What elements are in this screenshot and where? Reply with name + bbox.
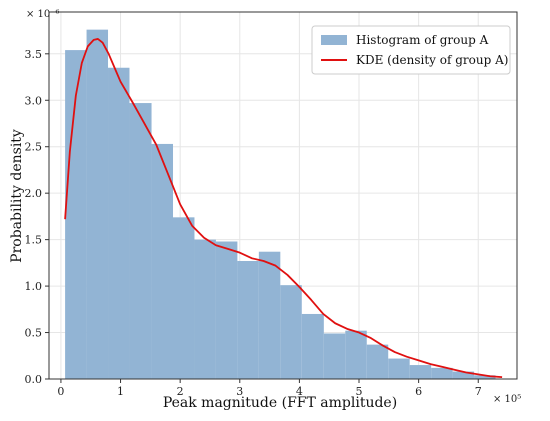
y-tick-label-5: 2.5 [25, 141, 43, 154]
histogram-bar-15 [388, 358, 410, 379]
histogram-bar-7 [215, 241, 238, 379]
legend-histogram-swatch [321, 35, 347, 45]
x-tick-label-3: 3 [236, 385, 243, 398]
x-tick-label-0: 0 [57, 385, 64, 398]
histogram-bar-6 [194, 239, 216, 379]
y-multiplier-label: × 10⁻⁶ [26, 9, 60, 20]
legend-kde-label: KDE (density of group A) [356, 53, 508, 67]
histogram-bar-14 [366, 344, 389, 379]
histogram-bar-9 [258, 251, 281, 379]
y-tick-label-4: 2.0 [25, 187, 43, 200]
histogram-bar-3 [129, 103, 152, 379]
x-tick-label-2: 2 [177, 385, 184, 398]
y-tick-label-7: 3.5 [25, 48, 43, 61]
y-axis-ticks: 0.0 0.5 1.0 1.5 2.0 2.5 3.0 3.5 [25, 48, 49, 386]
y-tick-label-3: 1.5 [25, 234, 43, 247]
x-tick-label-6: 6 [415, 385, 422, 398]
histogram-bar-11 [301, 313, 324, 379]
histogram-bar-2 [108, 67, 130, 380]
x-multiplier-label: × 10⁵ [493, 394, 521, 405]
y-axis-label: Probability density [9, 129, 25, 263]
x-axis-ticks: 0 1 2 3 4 5 6 7 [57, 379, 482, 398]
y-tick-label-2: 1.0 [25, 280, 43, 293]
histogram-bar-4 [151, 143, 174, 379]
histogram-bar-18 [452, 371, 475, 379]
kde-line [64, 38, 503, 379]
histogram-bars [65, 29, 496, 380]
histogram-bar-10 [280, 285, 302, 379]
x-tick-label-5: 5 [356, 385, 363, 398]
x-tick-label-1: 1 [117, 385, 124, 398]
histogram-bar-8 [237, 261, 259, 379]
histogram-bar-0 [65, 50, 87, 380]
y-tick-label-0: 0.0 [25, 373, 43, 386]
x-tick-label-4: 4 [296, 385, 303, 398]
legend-box [311, 25, 511, 75]
histogram-bar-16 [409, 365, 432, 379]
y-tick-label-1: 0.5 [25, 327, 43, 340]
histogram-bar-17 [431, 367, 453, 379]
x-tick-label-7: 7 [475, 385, 482, 398]
histogram-bar-19 [474, 375, 496, 379]
y-tick-label-6: 3.0 [25, 94, 43, 107]
legend: Histogram of group A KDE (density of gro… [311, 25, 511, 75]
histogram-bar-1 [86, 29, 109, 379]
plot-border [48, 11, 518, 380]
legend-histogram-label: Histogram of group A [356, 33, 489, 47]
histogram-bar-5 [173, 217, 195, 379]
histogram-bar-13 [345, 330, 367, 379]
histogram-bar-12 [323, 333, 346, 379]
x-axis-label: Peak magnitude (FFT amplitude) [163, 395, 397, 411]
